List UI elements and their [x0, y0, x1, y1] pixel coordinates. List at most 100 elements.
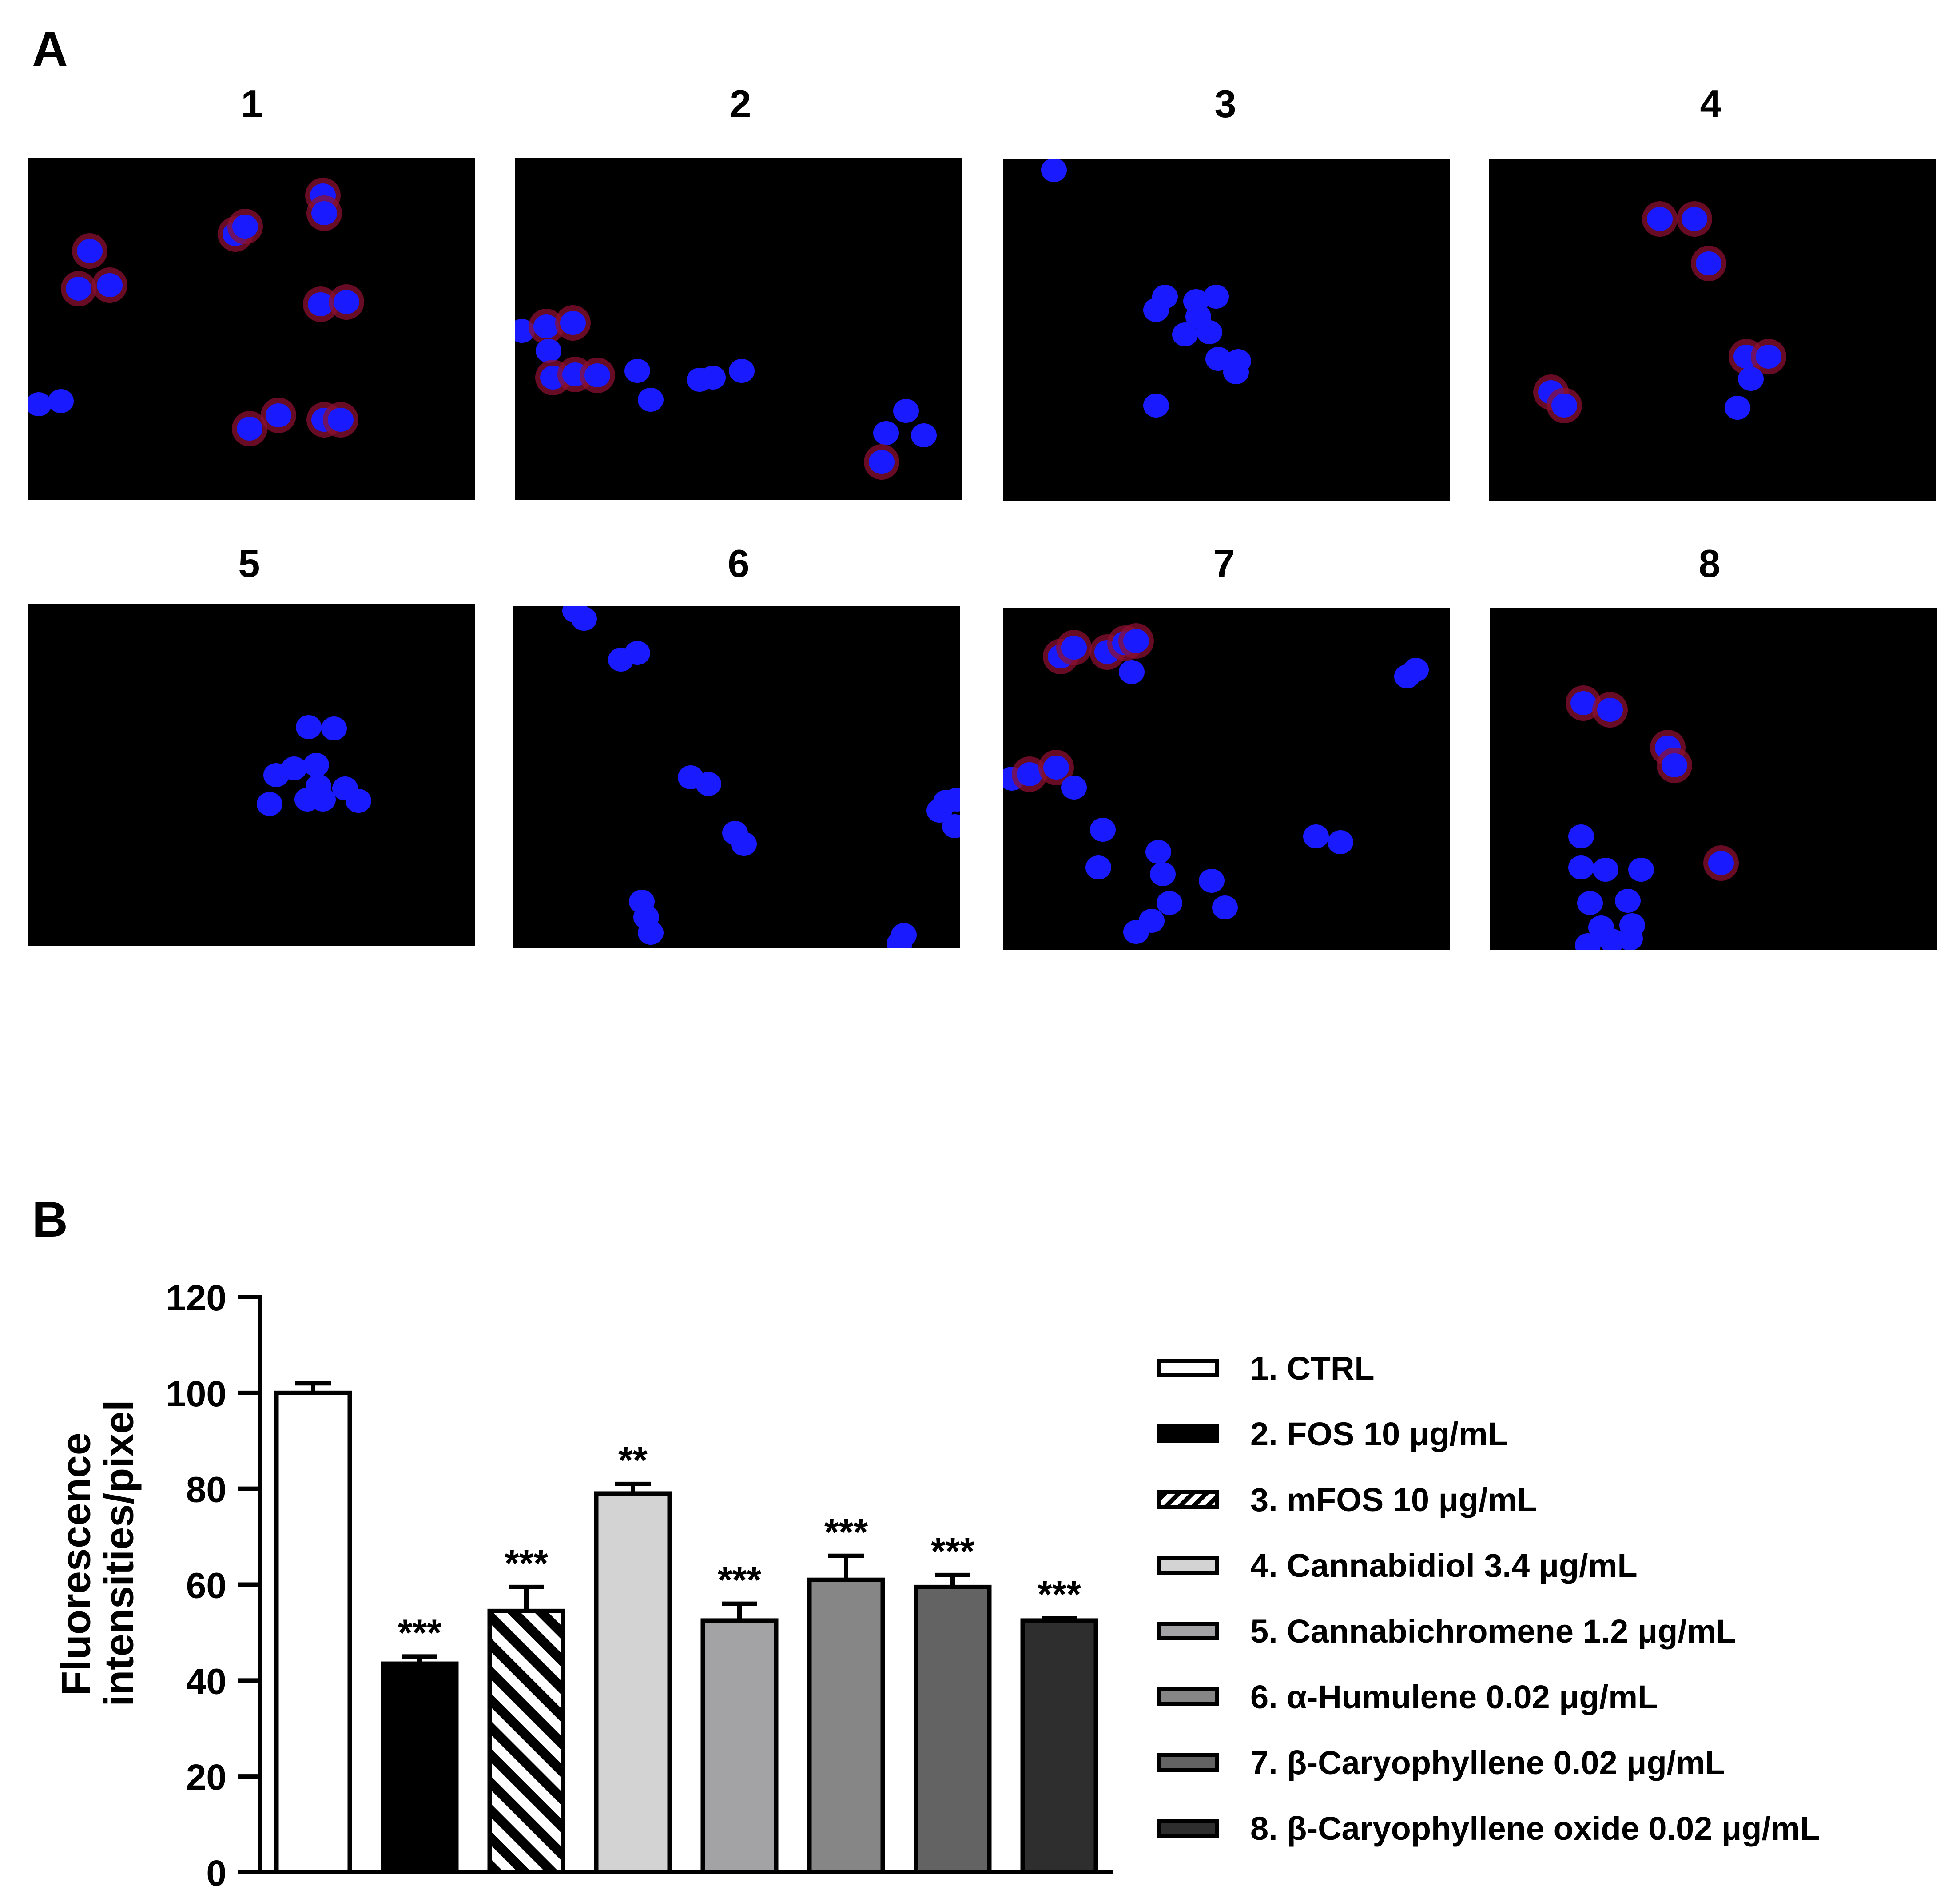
cell-nucleus: [1696, 251, 1721, 275]
cell-nucleus: [624, 641, 650, 665]
bar-8: [1020, 1618, 1098, 1874]
significance-2: ***: [398, 1611, 441, 1653]
cell-nucleus: [1203, 285, 1229, 309]
cell-nucleus: [1205, 347, 1231, 371]
legend-label-1: 1. CTRL: [1250, 1349, 1375, 1387]
cell-nucleus: [560, 311, 586, 335]
micrograph-5: [28, 604, 475, 946]
cell-nucleus: [1551, 394, 1577, 418]
cell-nucleus: [1328, 830, 1353, 854]
cell-nucleus: [1152, 285, 1178, 309]
cell-nucleus: [1615, 889, 1641, 913]
cell-nucleus: [729, 359, 755, 383]
cell-nucleus: [232, 215, 258, 239]
significance-6: ***: [824, 1511, 868, 1553]
legend-label-5: 5. Cannabichromene 1.2 μg/mL: [1250, 1612, 1736, 1650]
cell-nucleus: [1123, 920, 1149, 944]
legend-item-1: 1. CTRL: [1157, 1346, 1375, 1390]
cell-nucleus: [237, 417, 262, 441]
cell-nucleus: [296, 715, 322, 739]
cell-nucleus: [638, 921, 664, 945]
cell-nucleus: [1738, 367, 1764, 391]
micrograph-label-6: 6: [728, 541, 750, 585]
cell-nucleus: [696, 772, 721, 796]
cell-nucleus: [1199, 869, 1225, 893]
cell-nucleus: [1570, 691, 1596, 715]
bar-2: [381, 1661, 459, 1874]
cell-nucleus: [1597, 698, 1623, 722]
cell-nucleus: [1568, 824, 1594, 848]
y-tick-label: 80: [186, 1470, 227, 1510]
cell-nucleus: [1041, 159, 1067, 182]
cell-nucleus: [536, 339, 561, 363]
significance-3: ***: [505, 1542, 548, 1584]
cell-nucleus: [700, 366, 726, 390]
cell-nucleus: [1150, 862, 1176, 886]
cell-nucleus: [1043, 756, 1069, 780]
cell-nucleus: [1756, 345, 1781, 369]
cell-nucleus: [731, 832, 757, 856]
cell-nucleus: [257, 792, 282, 816]
legend-label-2: 2. FOS 10 μg/mL: [1250, 1415, 1508, 1452]
cell-nucleus: [1123, 629, 1149, 653]
cell-nucleus: [1061, 636, 1087, 660]
cell-nucleus: [638, 388, 664, 412]
cell-nucleus: [533, 314, 559, 338]
cell-nucleus: [1085, 855, 1111, 879]
bar-1: [274, 1390, 352, 1874]
significance-5: ***: [718, 1559, 761, 1601]
cell-nucleus: [1725, 396, 1750, 420]
micrograph-label-8: 8: [1698, 541, 1721, 585]
cell-nucleus: [873, 421, 899, 445]
cell-nucleus: [1197, 320, 1222, 344]
micrograph-3: [1003, 159, 1450, 501]
cell-nucleus: [584, 363, 610, 387]
bar-6: [807, 1577, 885, 1874]
cell-nucleus: [1708, 851, 1734, 875]
cell-nucleus: [1090, 818, 1116, 842]
cell-nucleus: [334, 290, 359, 314]
cell-nucleus: [869, 450, 895, 474]
legend-swatch-4: [1157, 1556, 1219, 1575]
y-tick-label: 100: [166, 1374, 227, 1414]
cell-nucleus: [1628, 858, 1654, 882]
significance-7: ***: [931, 1530, 974, 1572]
cell-nucleus: [1568, 855, 1594, 879]
cell-nucleus: [926, 799, 952, 823]
legend-swatch-6: [1157, 1687, 1219, 1706]
cell-nucleus: [1303, 824, 1329, 848]
micrograph-6: [513, 606, 960, 948]
cell-nucleus: [328, 408, 354, 432]
cell-nucleus: [571, 607, 597, 631]
cell-nucleus: [887, 932, 912, 948]
cell-nucleus: [308, 292, 334, 316]
micrograph-label-3: 3: [1214, 82, 1236, 126]
cell-nucleus: [1647, 207, 1673, 231]
cell-nucleus: [1143, 394, 1169, 418]
cell-nucleus: [1577, 891, 1603, 915]
legend-label-7: 7. β-Caryophyllene 0.02 μg/mL: [1250, 1744, 1725, 1781]
cell-nucleus: [1119, 660, 1145, 684]
panel-a-letter: A: [32, 21, 68, 77]
legend-swatch-3: [1157, 1490, 1219, 1509]
micrograph-label-7: 7: [1213, 541, 1235, 585]
legend-swatch-1: [1157, 1359, 1219, 1377]
significance-8: ***: [1038, 1573, 1081, 1615]
cell-nucleus: [1212, 895, 1238, 919]
micrograph-label-1: 1: [241, 82, 263, 126]
legend-item-2: 2. FOS 10 μg/mL: [1157, 1412, 1508, 1456]
cell-nucleus: [310, 788, 336, 812]
micrograph-4: [1489, 159, 1936, 501]
y-tick-label: 60: [186, 1566, 227, 1606]
legend-item-6: 6. α-Humulene 0.02 μg/mL: [1157, 1675, 1658, 1719]
panel-b-letter: B: [32, 1192, 68, 1247]
micrograph-1: [28, 158, 475, 500]
cell-nucleus: [1682, 207, 1707, 231]
cell-nucleus: [311, 201, 337, 225]
legend-label-4: 4. Cannabidiol 3.4 μg/mL: [1250, 1547, 1638, 1584]
legend-item-8: 8. β-Caryophyllene oxide 0.02 μg/mL: [1157, 1806, 1820, 1850]
micrograph-label-4: 4: [1700, 82, 1722, 126]
legend-label-3: 3. mFOS 10 μg/mL: [1250, 1481, 1537, 1518]
legend-item-3: 3. mFOS 10 μg/mL: [1157, 1477, 1537, 1522]
cell-nucleus: [77, 239, 103, 263]
